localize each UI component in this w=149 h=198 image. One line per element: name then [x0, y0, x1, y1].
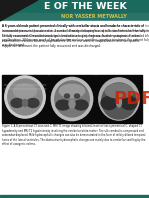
Ellipse shape [27, 98, 39, 108]
Text: A 6 years old male patient presented clinically with cerebellar ataxia and heada: A 6 years old male patient presented cli… [2, 24, 149, 48]
Bar [0, 21, 149, 23]
Bar [96, 75, 142, 123]
Ellipse shape [8, 79, 42, 115]
Ellipse shape [121, 96, 137, 109]
Ellipse shape [74, 94, 80, 98]
Ellipse shape [51, 77, 93, 121]
Ellipse shape [14, 84, 37, 98]
Ellipse shape [22, 100, 28, 107]
Bar [0, 195, 149, 198]
Ellipse shape [59, 84, 85, 98]
Ellipse shape [102, 83, 136, 119]
Ellipse shape [56, 100, 70, 110]
Text: NOR YASSER METWALLY: NOR YASSER METWALLY [61, 14, 127, 19]
Bar [2, 75, 48, 123]
Ellipse shape [74, 100, 88, 110]
Ellipse shape [5, 76, 45, 118]
Polygon shape [0, 0, 38, 21]
Bar [0, 0, 149, 13]
Ellipse shape [105, 84, 133, 98]
Text: A 6 years old male patient presented clinically with cerebellar ataxia and heada: A 6 years old male patient presented cli… [2, 24, 149, 47]
Ellipse shape [55, 81, 89, 117]
Bar [49, 75, 95, 123]
Ellipse shape [101, 96, 117, 109]
Ellipse shape [65, 94, 69, 98]
Text: RADIOLOGICAL FINDINGS: RADIOLOGICAL FINDINGS [2, 96, 47, 100]
Text: E OF THE WEEK: E OF THE WEEK [44, 2, 126, 11]
Ellipse shape [11, 98, 23, 108]
Ellipse shape [69, 100, 75, 108]
Ellipse shape [117, 97, 121, 107]
Ellipse shape [99, 78, 139, 120]
Bar [0, 13, 149, 21]
Text: RADIOLOGICAL FINDINGS: RADIOLOGICAL FINDINGS [2, 91, 53, 95]
Text: PDF: PDF [113, 90, 149, 108]
Text: Figure 1. A-B precontrast CT scan and C, MRI T1 image showing bilateral more or : Figure 1. A-B precontrast CT scan and C,… [2, 124, 145, 146]
